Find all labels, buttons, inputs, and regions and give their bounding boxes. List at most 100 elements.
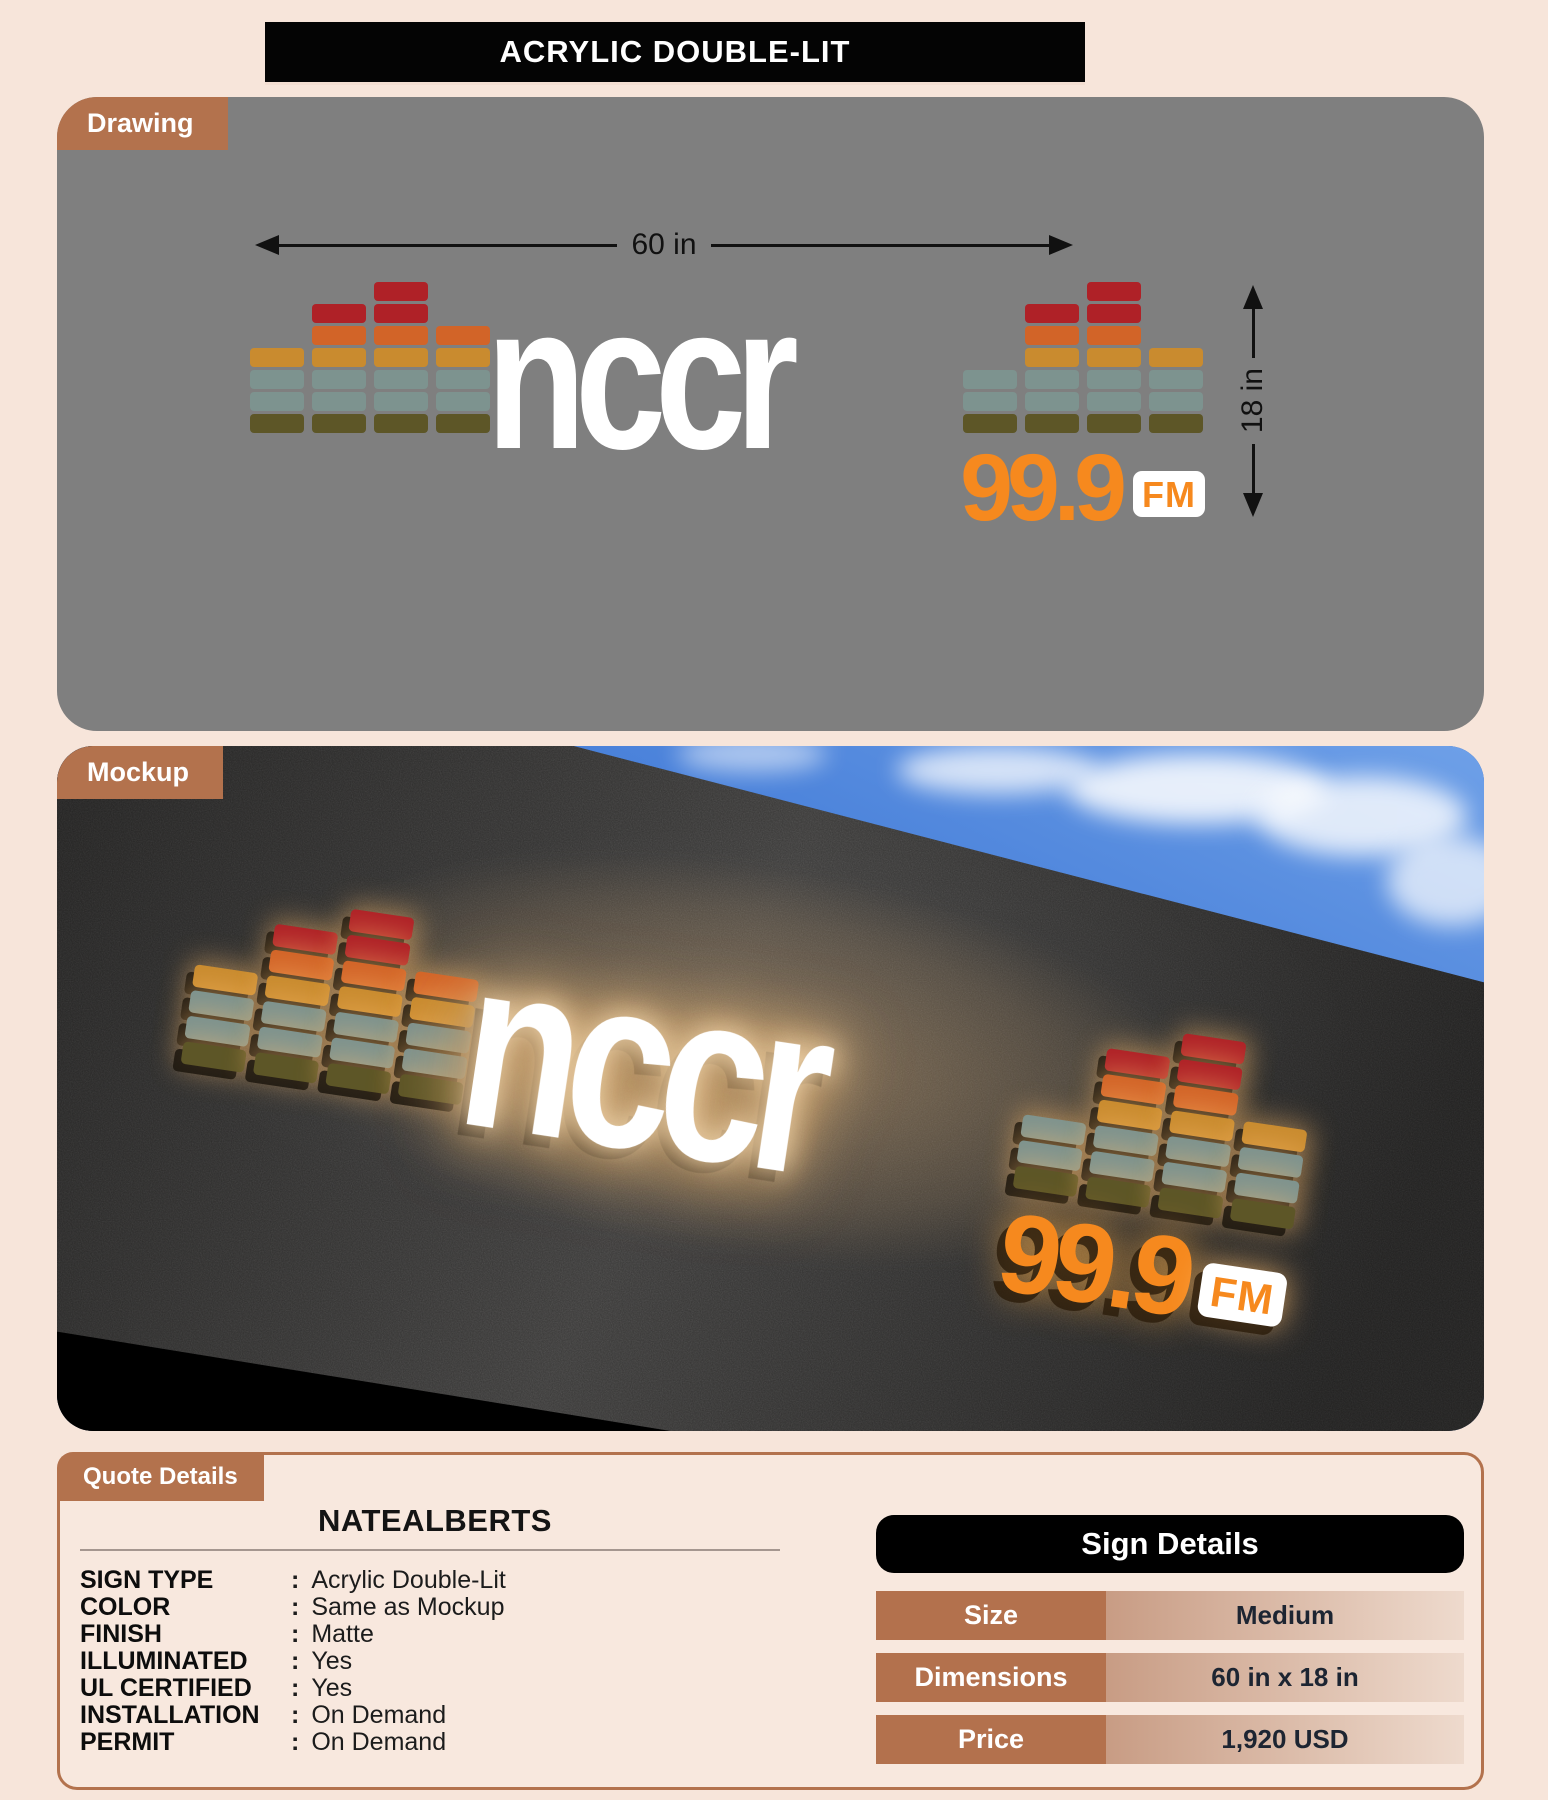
arrow-right-icon — [1049, 235, 1073, 255]
fm-badge: FM — [1196, 1261, 1289, 1328]
field-value: : On Demand — [291, 1702, 506, 1729]
eq-column — [1087, 282, 1141, 433]
width-dimension: 60 in — [255, 228, 1073, 261]
company-name: NATEALBERTS — [318, 1503, 552, 1538]
eq-cell-red — [1025, 304, 1079, 323]
sign-detail-row: Price 1,920 USD — [876, 1715, 1464, 1764]
eq-cell-amber — [436, 348, 490, 367]
eq-cell-teal — [374, 370, 428, 389]
eq-cell-orange — [312, 326, 366, 345]
eq-cell-teal — [436, 392, 490, 411]
field-colon: : — [291, 1593, 300, 1621]
eq-column — [312, 304, 366, 433]
frequency-block: 99.9 FM — [960, 441, 1205, 536]
eq-cell-olive — [252, 1052, 320, 1084]
field-value-text: Matte — [311, 1620, 374, 1648]
field-colon: : — [291, 1701, 300, 1729]
field-value-text: On Demand — [311, 1701, 447, 1729]
eq-cell-olive — [1087, 414, 1141, 433]
field-value-text: On Demand — [311, 1728, 447, 1756]
eq-cell-orange — [1087, 326, 1141, 345]
arrow-up-icon — [1243, 285, 1263, 309]
eq-cell-amber — [1025, 348, 1079, 367]
field-value-text: Yes — [311, 1674, 353, 1702]
eq-cell-olive — [397, 1073, 464, 1106]
eq-cell-orange — [374, 326, 428, 345]
drawing-tab-label: Drawing — [87, 108, 194, 138]
field-value: : Acrylic Double-Lit — [291, 1567, 506, 1594]
drawing-tab: Drawing — [57, 97, 228, 150]
eq-cell-teal — [250, 370, 304, 389]
eq-column — [250, 348, 304, 433]
eq-cell-amber — [374, 348, 428, 367]
eq-column — [1149, 348, 1203, 433]
eq-cell-olive — [180, 1041, 247, 1073]
height-dimension-label: 18 in — [1236, 368, 1269, 434]
eq-cell-teal — [1149, 370, 1203, 389]
width-dimension-label: 60 in — [631, 228, 697, 261]
eq-column — [1084, 1048, 1171, 1208]
field-colon: : — [291, 1647, 300, 1675]
field-label: SIGN TYPE — [80, 1566, 214, 1594]
eq-cell-olive — [1025, 414, 1079, 433]
eq-cell-teal — [436, 370, 490, 389]
page-title: ACRYLIC DOUBLE-LIT — [499, 34, 851, 69]
eq-cell-teal — [963, 392, 1017, 411]
sign-row-value: 1,920 USD — [1106, 1715, 1464, 1764]
eq-cell-teal — [1087, 370, 1141, 389]
eq-cell-olive — [963, 414, 1017, 433]
divider — [80, 1549, 780, 1551]
mockup-panel: nccr 99.9 FM Mockup — [57, 746, 1484, 1431]
eq-column — [1012, 1114, 1087, 1198]
sign-row-label: Dimensions — [876, 1653, 1106, 1702]
logo-drawing: nccr 99.9 FM — [250, 275, 1205, 536]
quote-details-tab: Quote Details — [57, 1452, 264, 1501]
sign-detail-row: Dimensions 60 in x 18 in — [876, 1653, 1464, 1702]
eq-cell-amber — [1149, 348, 1203, 367]
field-label: INSTALLATION — [80, 1701, 260, 1729]
field-label: FINISH — [80, 1620, 162, 1648]
eq-cell-olive — [1149, 414, 1203, 433]
eq-cell-teal — [312, 370, 366, 389]
field-value-text: Same as Mockup — [311, 1593, 505, 1621]
eq-column — [252, 923, 339, 1084]
eq-column — [374, 282, 428, 433]
eq-cell-red — [374, 282, 428, 301]
wordmark: nccr — [486, 263, 799, 492]
eq-cell-teal — [1087, 392, 1141, 411]
eq-cell-red — [1087, 304, 1141, 323]
cloud — [1387, 836, 1484, 926]
cloud — [897, 746, 1097, 794]
mockup-tab: Mockup — [57, 746, 224, 799]
eq-column — [1229, 1120, 1308, 1230]
eq-cell-orange — [436, 326, 490, 345]
eq-cell-orange — [1025, 326, 1079, 345]
frequency-number: 99.9 — [960, 435, 1127, 541]
sign-details-header: Sign Details — [876, 1515, 1464, 1573]
field-value-text: Yes — [311, 1647, 353, 1675]
fm-badge: FM — [1133, 470, 1205, 517]
field-value-text: Acrylic Double-Lit — [311, 1566, 506, 1594]
eq-cell-red — [312, 304, 366, 323]
field-colon: : — [291, 1566, 300, 1594]
eq-cell-olive — [374, 414, 428, 433]
equalizer-right — [963, 281, 1203, 433]
sign-row-label: Price — [876, 1715, 1106, 1764]
field-value: : On Demand — [291, 1729, 506, 1756]
field-value: : Same as Mockup — [291, 1594, 506, 1621]
eq-cell-red — [374, 304, 428, 323]
eq-cell-teal — [374, 392, 428, 411]
field-label: COLOR — [80, 1593, 171, 1621]
cloud — [677, 746, 827, 772]
arrow-left-icon — [255, 235, 279, 255]
height-dimension: 18 in — [1235, 285, 1271, 517]
mockup-tab-label: Mockup — [87, 757, 190, 787]
drawing-panel: Drawing 60 in 18 in nccr 99.9 FM — [57, 97, 1484, 731]
field-colon: : — [291, 1728, 300, 1756]
equalizer-left — [250, 281, 490, 433]
field-label: ILLUMINATED — [80, 1647, 248, 1675]
field-label: UL CERTIFIED — [80, 1674, 252, 1702]
eq-cell-teal — [963, 370, 1017, 389]
quote-fields: SIGN TYPE: Acrylic Double-Lit COLOR: Same a… — [80, 1567, 506, 1756]
eq-cell-teal — [1025, 392, 1079, 411]
